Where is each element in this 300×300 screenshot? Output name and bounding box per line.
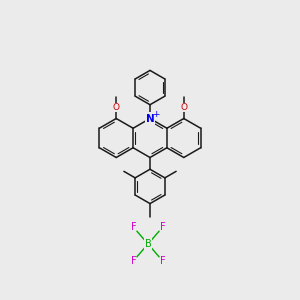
Text: F: F — [131, 222, 137, 233]
Text: F: F — [131, 256, 137, 266]
Text: F: F — [160, 256, 165, 266]
Text: N: N — [146, 113, 154, 124]
Text: O: O — [180, 103, 187, 112]
Text: O: O — [113, 103, 120, 112]
Text: F: F — [160, 222, 165, 233]
Text: B: B — [145, 239, 152, 249]
Text: +: + — [152, 110, 160, 119]
